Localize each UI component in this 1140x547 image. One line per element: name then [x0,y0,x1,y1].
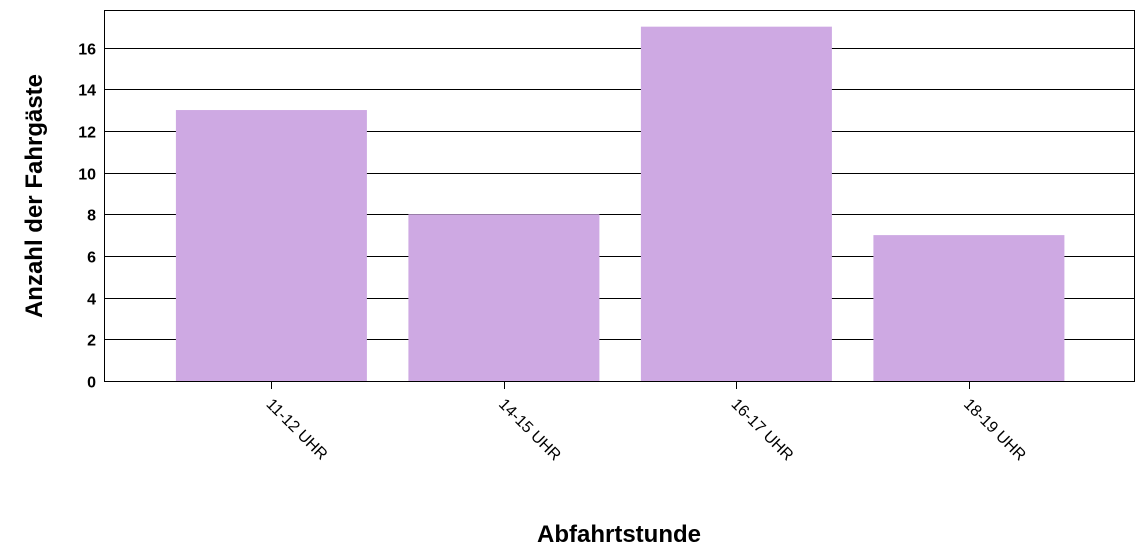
bar [640,26,832,381]
bar [873,235,1065,381]
x-axis-title: Abfahrtstunde [537,521,701,547]
y-tick-label: 6 [87,250,96,267]
y-tick-label: 14 [78,83,96,100]
x-tick-label: 16-17 UHR [728,396,797,465]
bars [175,26,1065,381]
x-tick-label: 11-12 UHR [263,396,331,464]
y-tick-label: 16 [78,42,96,59]
y-tick-label: 8 [87,208,96,225]
x-axis-ticks: 11-12 UHR 14-15 UHR 16-17 UHR 18-19 UHR [263,381,1029,464]
y-tick-label: 12 [78,125,96,142]
y-tick-label: 0 [87,375,96,392]
x-tick-label: 18-19 UHR [960,396,1029,465]
y-tick-label: 2 [87,333,96,350]
y-tick-label: 10 [78,167,96,184]
x-tick-label: 14-15 UHR [495,396,564,465]
y-axis-ticks: 0 2 4 6 8 10 12 14 16 [78,42,96,392]
bar [175,110,367,381]
y-axis-title: Anzahl der Fahrgäste [21,74,48,318]
y-tick-label: 4 [87,292,96,309]
bar [408,214,600,381]
